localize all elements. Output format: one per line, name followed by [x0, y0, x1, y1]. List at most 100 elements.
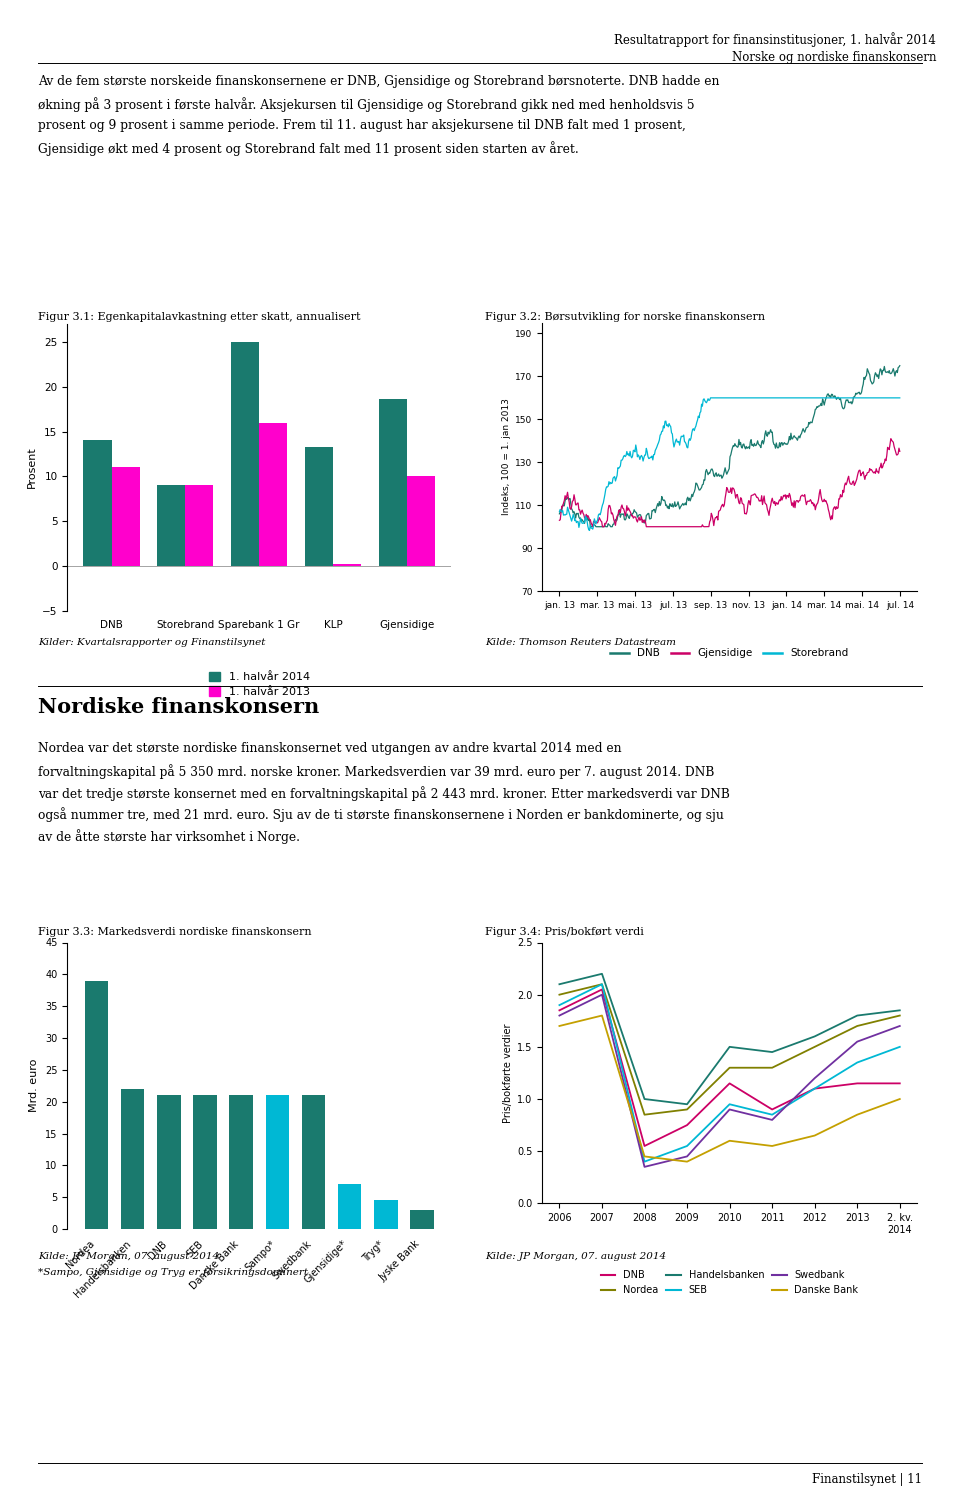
Handelsbanken [724, 1038, 735, 1056]
Bar [333, 564, 361, 566]
Bar [193, 1095, 217, 1229]
Handelsbanken [638, 1090, 650, 1108]
Bar [407, 477, 435, 566]
Danske Bank [766, 1137, 778, 1155]
Gjensidige [880, 451, 892, 469]
Bar [374, 1200, 397, 1229]
Storebrand [565, 510, 577, 528]
SEB [894, 1038, 905, 1056]
Handelsbanken [894, 1001, 905, 1019]
Handelsbanken [766, 1044, 778, 1062]
Storebrand [584, 522, 595, 540]
Line: SEB: SEB [560, 985, 900, 1161]
Swedbank [596, 986, 608, 1004]
DNB [586, 517, 597, 535]
DNB [852, 1074, 863, 1092]
Y-axis label: Pris/bokførte verdier: Pris/bokførte verdier [503, 1024, 513, 1122]
SEB [596, 976, 608, 994]
DNB [880, 363, 892, 382]
Text: Nordiske finanskonsern: Nordiske finanskonsern [38, 697, 320, 716]
Swedbank [554, 1006, 565, 1024]
Swedbank [809, 1069, 821, 1087]
Swedbank [682, 1148, 693, 1166]
SEB [554, 997, 565, 1015]
Swedbank [638, 1158, 650, 1176]
Danske Bank [852, 1105, 863, 1123]
Legend: DNB, Gjensidige, Storebrand: DNB, Gjensidige, Storebrand [611, 648, 849, 659]
Gjensidige [565, 501, 577, 519]
DNB [707, 460, 718, 478]
Line: DNB: DNB [560, 989, 900, 1146]
Text: Nordea var det største nordiske finanskonsernet ved utgangen av andre kvartal 20: Nordea var det største nordiske finansko… [38, 742, 622, 756]
DNB [638, 1137, 650, 1155]
Nordea [894, 1006, 905, 1024]
Storebrand [724, 389, 735, 407]
Text: økning på 3 prosent i første halvår. Aksjekursen til Gjensidige og Storebrand gi: økning på 3 prosent i første halvår. Aks… [38, 98, 695, 112]
Handelsbanken [852, 1006, 863, 1024]
DNB [668, 498, 680, 516]
Line: Gjensidige: Gjensidige [560, 439, 900, 526]
Bar [157, 1095, 180, 1229]
Bar [259, 422, 287, 566]
Danske Bank [554, 1016, 565, 1034]
Y-axis label: Indeks, 100 = 1. jan 2013: Indeks, 100 = 1. jan 2013 [502, 398, 512, 516]
Handelsbanken [596, 965, 608, 983]
Nordea [596, 976, 608, 994]
SEB [724, 1095, 735, 1113]
Text: Av de fem største norskeide finanskonsernene er DNB, Gjensidige og Storebrand bø: Av de fem største norskeide finanskonser… [38, 75, 720, 89]
DNB [766, 1101, 778, 1119]
Text: Figur 3.4: Pris/bokført verdi: Figur 3.4: Pris/bokført verdi [485, 927, 643, 938]
Bar [338, 1184, 361, 1229]
Bar [84, 440, 111, 566]
Handelsbanken [554, 976, 565, 994]
Legend: 1. halvår 2014, 1. halvår 2013: 1. halvår 2014, 1. halvår 2013 [208, 671, 310, 697]
Nordea [766, 1059, 778, 1077]
Text: var det tredje største konsernet med en forvaltningskapital på 2 443 mrd. kroner: var det tredje største konsernet med en … [38, 786, 731, 801]
Bar [231, 342, 259, 566]
Text: Kilde: Thomson Reuters Datastream: Kilde: Thomson Reuters Datastream [485, 638, 676, 647]
Swedbank [724, 1101, 735, 1119]
Text: Finanstilsynet | 11: Finanstilsynet | 11 [811, 1473, 922, 1487]
Text: prosent og 9 prosent i samme periode. Frem til 11. august har aksjekursene til D: prosent og 9 prosent i samme periode. Fr… [38, 119, 686, 133]
Storebrand [894, 389, 905, 407]
Gjensidige [723, 483, 734, 501]
Bar [410, 1209, 434, 1229]
Text: Resultatrapport for finansinstitusjoner, 1. halvår 2014: Resultatrapport for finansinstitusjoner,… [614, 33, 936, 47]
DNB [596, 980, 608, 998]
Bar [229, 1095, 252, 1229]
DNB [554, 1001, 565, 1019]
Bar [379, 398, 407, 566]
Storebrand [708, 389, 719, 407]
DNB [724, 1074, 735, 1092]
Nordea [852, 1016, 863, 1034]
Line: Swedbank: Swedbank [560, 995, 900, 1167]
Storebrand [705, 389, 716, 407]
Text: Figur 3.2: Børsutvikling for norske finanskonsern: Figur 3.2: Børsutvikling for norske fina… [485, 312, 765, 323]
Line: Handelsbanken: Handelsbanken [560, 974, 900, 1104]
Legend: DNB, Nordea, Handelsbanken, SEB, Swedbank, Danske Bank: DNB, Nordea, Handelsbanken, SEB, Swedban… [601, 1270, 858, 1295]
Nordea [554, 986, 565, 1004]
Gjensidige [894, 442, 905, 460]
Storebrand [881, 389, 893, 407]
Bar [121, 1089, 144, 1229]
Bar [111, 467, 139, 566]
Gjensidige [707, 507, 718, 525]
Handelsbanken [682, 1095, 693, 1113]
SEB [852, 1054, 863, 1072]
Bar [157, 486, 185, 566]
SEB [682, 1137, 693, 1155]
Text: *Sampo, Gjensidige og Tryg er forsikringsdominert: *Sampo, Gjensidige og Tryg er forsikring… [38, 1268, 308, 1277]
Text: Norske og nordiske finanskonsern: Norske og nordiske finanskonsern [732, 51, 936, 65]
Line: Danske Bank: Danske Bank [560, 1015, 900, 1161]
Y-axis label: Mrd. euro: Mrd. euro [30, 1059, 39, 1113]
DNB [894, 356, 905, 374]
Gjensidige [885, 430, 897, 448]
Line: DNB: DNB [560, 365, 900, 526]
Bar [266, 1095, 289, 1229]
Bar [305, 446, 333, 566]
DNB [894, 1074, 905, 1092]
SEB [638, 1152, 650, 1170]
DNB [809, 1080, 821, 1098]
Danske Bank [638, 1148, 650, 1166]
DNB [723, 461, 734, 480]
